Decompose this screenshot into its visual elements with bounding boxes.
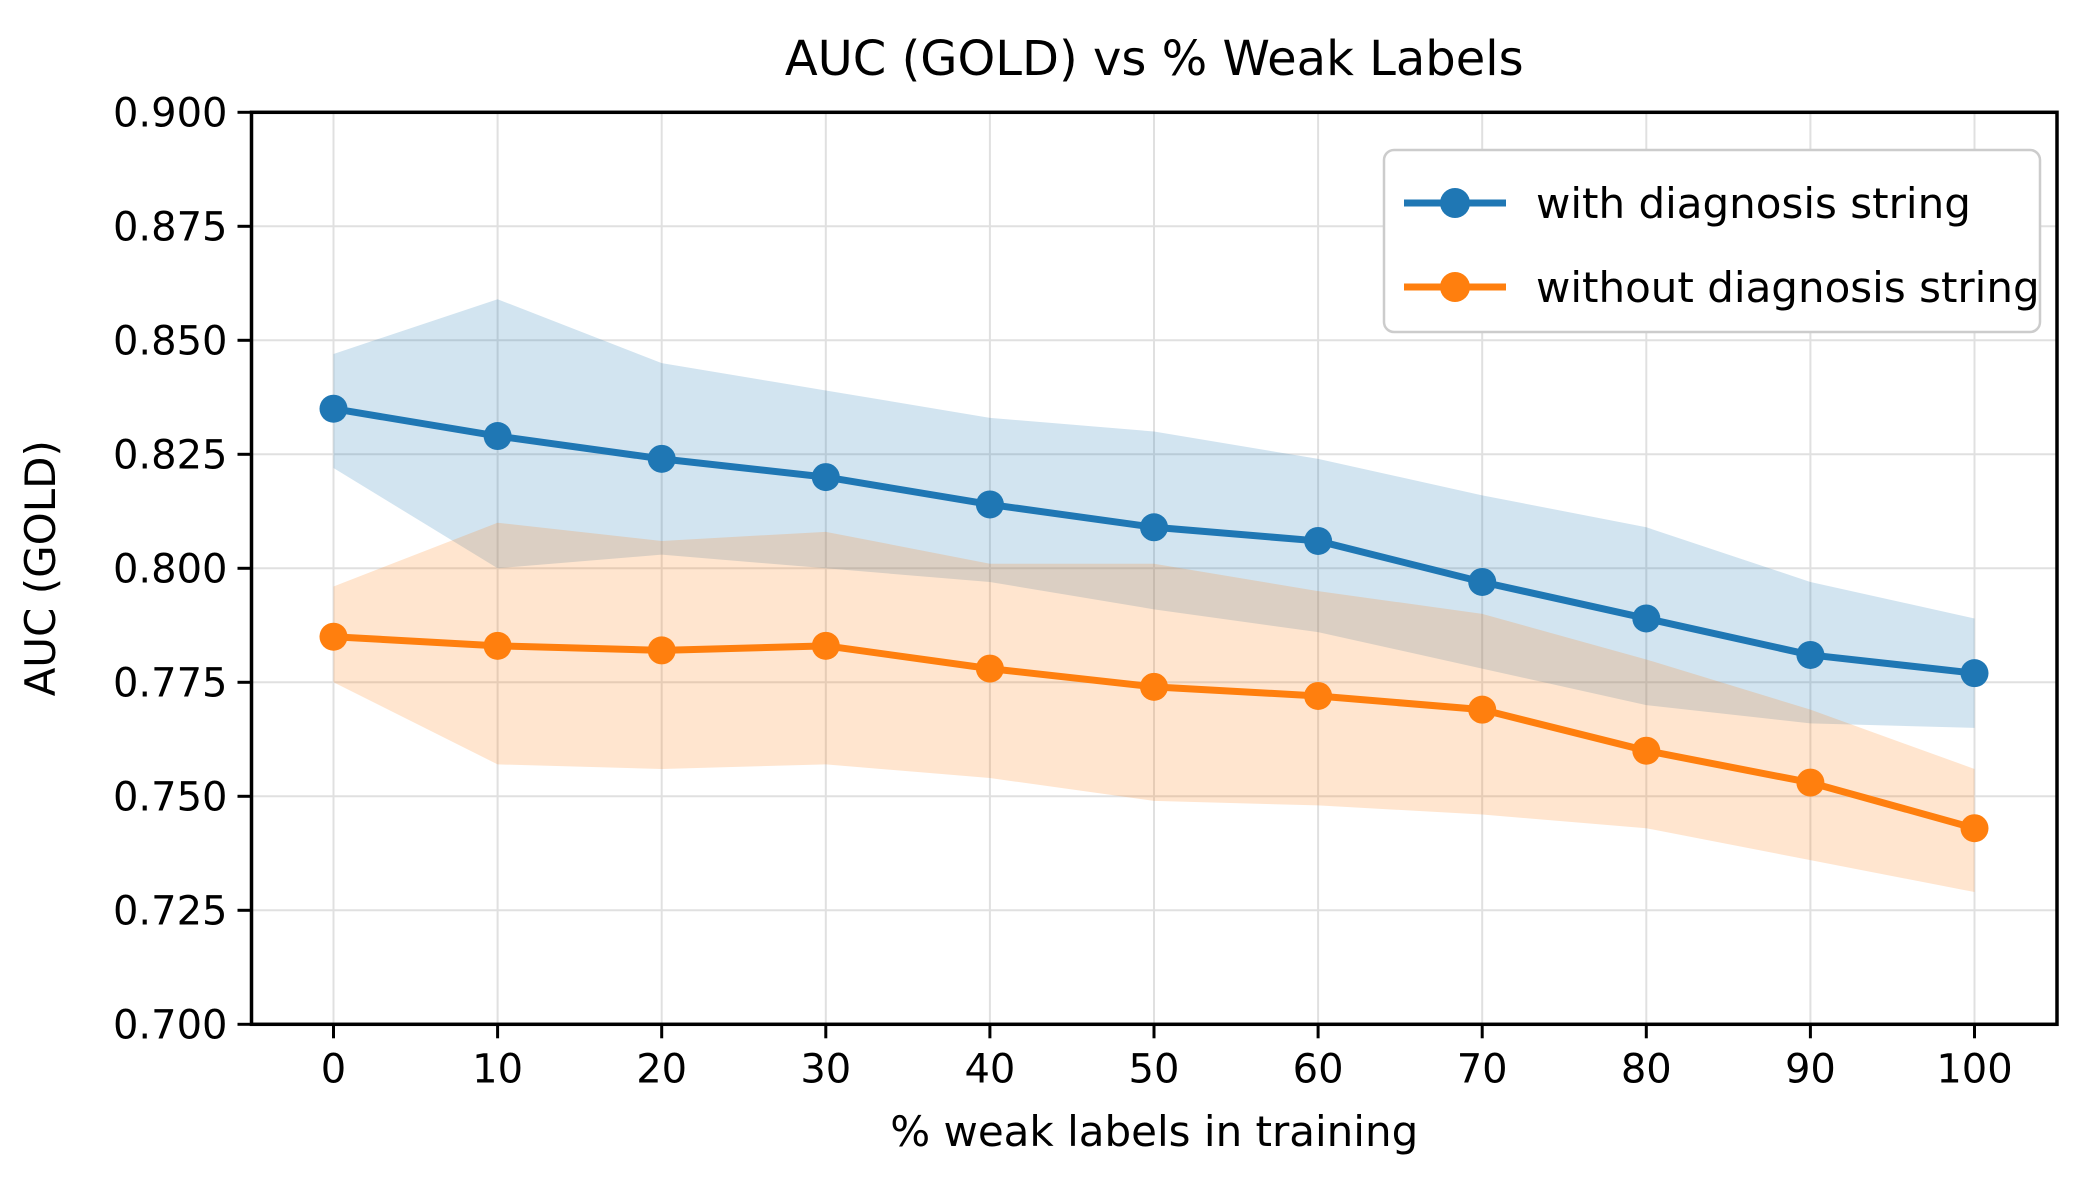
- legend-entry-with-diagnosis: with diagnosis string: [1404, 179, 1971, 228]
- x-tick-label: 30: [800, 1046, 851, 1092]
- x-tick-label: 20: [636, 1046, 687, 1092]
- data-point-marker: [1468, 567, 1497, 596]
- data-point-marker: [1960, 659, 1989, 688]
- data-point-marker: [1632, 604, 1661, 633]
- legend-marker-icon: [1440, 188, 1470, 218]
- data-point-marker: [1140, 672, 1168, 701]
- y-tick-label: 0.900: [113, 90, 228, 136]
- x-axis-label: % weak labels in training: [890, 1107, 1418, 1156]
- data-point-marker: [1304, 681, 1333, 710]
- data-point-marker: [1960, 814, 1989, 843]
- data-point-marker: [647, 444, 676, 473]
- data-point-marker: [1468, 695, 1497, 724]
- confidence-band: [333, 522, 1975, 893]
- x-tick-label: 50: [1129, 1046, 1180, 1092]
- data-point-marker: [1632, 736, 1661, 765]
- data-point-marker: [811, 631, 840, 660]
- data-point-marker: [319, 622, 348, 651]
- data-point-marker: [319, 394, 348, 423]
- legend-entry-without-diagnosis: without diagnosis string: [1404, 263, 2040, 312]
- data-point-marker: [483, 422, 512, 451]
- y-axis-label: AUC (GOLD): [16, 440, 65, 696]
- y-tick-label: 0.750: [113, 774, 228, 820]
- x-tick-label: 80: [1621, 1046, 1672, 1092]
- legend-box: [1382, 148, 2042, 334]
- y-tick-label: 0.800: [113, 546, 228, 592]
- data-point-marker: [811, 463, 840, 492]
- data-point-marker: [975, 490, 1004, 519]
- data-point-marker: [1140, 513, 1168, 542]
- legend: with diagnosis string without diagnosis …: [1382, 148, 2042, 334]
- plot-border: [249, 110, 2059, 1027]
- legend-marker-icon: [1440, 272, 1470, 302]
- y-tick-label: 0.725: [113, 888, 228, 934]
- data-point-marker: [647, 636, 676, 665]
- y-tick-label: 0.700: [113, 1002, 228, 1048]
- chart-title: AUC (GOLD) vs % Weak Labels: [785, 31, 1524, 87]
- legend-label: without diagnosis string: [1536, 263, 2040, 312]
- axis-ticks: 0 10 20 30 40 50 60 70 80 90 100 0.700 0.725 0.750 0.7…: [113, 90, 2013, 1092]
- y-tick-label: 0.850: [113, 318, 228, 364]
- data-point-marker: [483, 631, 512, 660]
- y-tick-label: 0.825: [113, 432, 228, 478]
- x-tick-label: 90: [1785, 1046, 1836, 1092]
- data-point-marker: [975, 654, 1004, 683]
- y-tick-label: 0.775: [113, 660, 228, 706]
- data-point-marker: [1796, 640, 1825, 669]
- x-tick-label: 100: [1936, 1046, 2012, 1092]
- data-series-lines: [319, 394, 1989, 843]
- data-point-marker: [1304, 526, 1333, 555]
- x-tick-label: 10: [472, 1046, 523, 1092]
- y-tick-label: 0.875: [113, 204, 228, 250]
- x-tick-label: 40: [964, 1046, 1015, 1092]
- data-point-marker: [1796, 768, 1825, 797]
- legend-label: with diagnosis string: [1536, 179, 1971, 228]
- x-tick-label: 70: [1457, 1046, 1508, 1092]
- x-tick-label: 60: [1293, 1046, 1344, 1092]
- x-tick-label: 0: [321, 1046, 346, 1092]
